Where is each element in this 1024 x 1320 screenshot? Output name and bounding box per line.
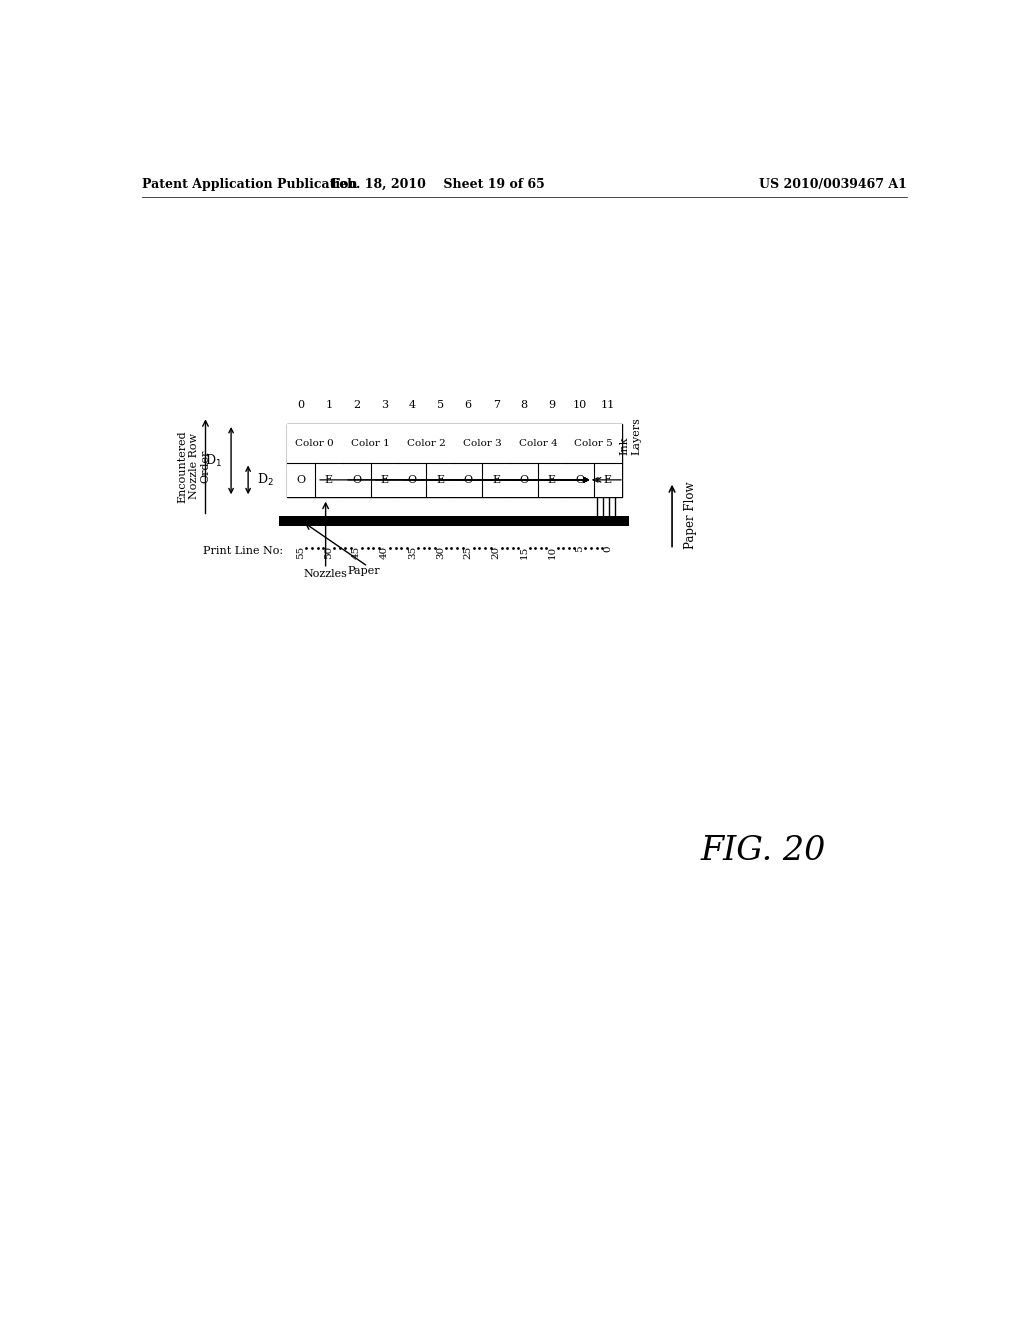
Text: Color 5: Color 5 <box>574 438 613 447</box>
Bar <box>538 462 566 498</box>
Text: 8: 8 <box>520 400 527 409</box>
Text: O: O <box>408 475 417 484</box>
Bar <box>343 462 371 498</box>
Text: E: E <box>436 475 444 484</box>
Text: Ink
Layers: Ink Layers <box>620 417 641 455</box>
Text: 30: 30 <box>436 545 444 558</box>
Text: Color 1: Color 1 <box>351 438 390 447</box>
Bar <box>455 462 482 498</box>
Bar <box>343 424 398 498</box>
Bar <box>566 462 594 498</box>
Text: O: O <box>519 475 528 484</box>
Text: 35: 35 <box>408 545 417 558</box>
Text: 15: 15 <box>519 545 528 558</box>
Bar <box>482 462 510 498</box>
Bar <box>510 462 538 498</box>
Text: E: E <box>548 475 556 484</box>
Text: 55: 55 <box>296 545 305 558</box>
Text: 0: 0 <box>603 545 612 552</box>
Bar <box>566 424 622 498</box>
Bar <box>343 424 398 462</box>
Text: Color 2: Color 2 <box>407 438 445 447</box>
Bar <box>287 424 343 462</box>
Text: 7: 7 <box>493 400 500 409</box>
Text: 0: 0 <box>297 400 304 409</box>
Bar <box>455 424 510 498</box>
Text: 10: 10 <box>548 545 556 558</box>
Text: 11: 11 <box>601 400 614 409</box>
Text: 9: 9 <box>549 400 555 409</box>
Text: Print Line No:: Print Line No: <box>203 545 283 556</box>
Text: E: E <box>325 475 333 484</box>
Bar <box>398 424 455 462</box>
Text: Paper: Paper <box>348 566 380 577</box>
Text: 6: 6 <box>465 400 472 409</box>
Text: O: O <box>575 475 585 484</box>
Text: Paper Flow: Paper Flow <box>684 482 696 549</box>
Text: Color 4: Color 4 <box>518 438 557 447</box>
Text: E: E <box>493 475 500 484</box>
Text: 10: 10 <box>572 400 587 409</box>
Text: O: O <box>352 475 361 484</box>
Text: 25: 25 <box>464 545 473 558</box>
Text: 5: 5 <box>575 545 585 552</box>
Text: 45: 45 <box>352 545 361 558</box>
Text: O: O <box>296 475 305 484</box>
Bar <box>398 462 426 498</box>
Text: Color 0: Color 0 <box>295 438 334 447</box>
Bar <box>510 424 566 498</box>
Bar <box>594 462 622 498</box>
Text: 3: 3 <box>381 400 388 409</box>
Text: D$_2$: D$_2$ <box>257 471 274 488</box>
Bar <box>371 462 398 498</box>
Bar <box>287 424 343 498</box>
Text: 40: 40 <box>380 545 389 558</box>
Text: E: E <box>604 475 611 484</box>
Text: Encountered
Nozzle Row
Order: Encountered Nozzle Row Order <box>177 430 211 503</box>
Bar <box>510 424 566 462</box>
Bar <box>455 424 510 462</box>
Text: US 2010/0039467 A1: US 2010/0039467 A1 <box>759 178 907 190</box>
Text: FIG. 20: FIG. 20 <box>700 836 826 867</box>
Text: 20: 20 <box>492 545 501 558</box>
Text: 2: 2 <box>353 400 360 409</box>
Bar <box>398 424 455 498</box>
Text: Feb. 18, 2010    Sheet 19 of 65: Feb. 18, 2010 Sheet 19 of 65 <box>331 178 545 190</box>
Text: O: O <box>464 475 473 484</box>
Text: D$_1$: D$_1$ <box>205 453 222 469</box>
Text: Patent Application Publication: Patent Application Publication <box>142 178 357 190</box>
Text: 1: 1 <box>326 400 332 409</box>
Bar <box>566 424 622 462</box>
Bar <box>280 516 630 527</box>
Bar <box>287 462 314 498</box>
Text: E: E <box>381 475 388 484</box>
Text: Nozzles: Nozzles <box>304 569 347 578</box>
Bar <box>426 462 455 498</box>
Bar <box>314 462 343 498</box>
Text: Color 3: Color 3 <box>463 438 502 447</box>
Text: 5: 5 <box>437 400 443 409</box>
Text: 4: 4 <box>409 400 416 409</box>
Text: 50: 50 <box>325 545 333 558</box>
